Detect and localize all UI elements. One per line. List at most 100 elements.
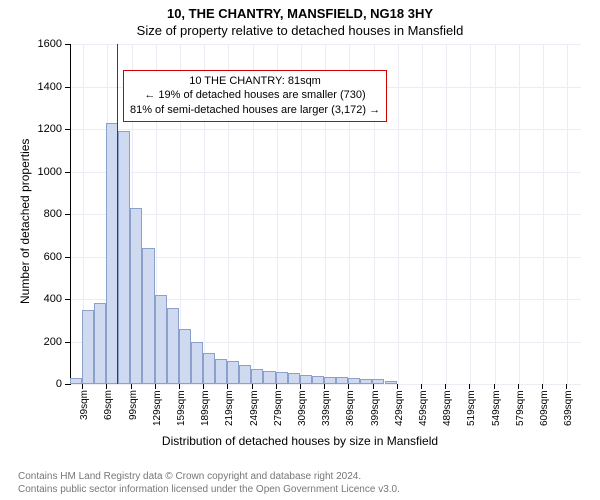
x-tick-label: 279sqm: [273, 390, 284, 426]
y-tick-label: 1600: [30, 38, 62, 50]
y-tick: [65, 214, 70, 215]
x-tick: [445, 384, 446, 389]
x-tick-label: 129sqm: [152, 390, 163, 426]
x-tick-label: 459sqm: [418, 390, 429, 426]
y-tick: [65, 257, 70, 258]
x-tick-label: 549sqm: [491, 390, 502, 426]
x-tick: [397, 384, 398, 389]
y-tick-label: 0: [30, 378, 62, 390]
bar: [215, 359, 227, 385]
y-tick: [65, 129, 70, 130]
x-tick: [542, 384, 543, 389]
footer-line1: Contains HM Land Registry data © Crown c…: [18, 470, 600, 483]
gridline-v: [398, 44, 399, 384]
y-tick-label: 1400: [30, 81, 62, 93]
x-tick-label: 39sqm: [79, 390, 90, 420]
x-tick-label: 579sqm: [515, 390, 526, 426]
x-tick-label: 609sqm: [539, 390, 550, 426]
bar: [300, 375, 312, 384]
bar: [227, 361, 239, 384]
x-tick: [324, 384, 325, 389]
y-tick-label: 600: [30, 251, 62, 263]
x-tick-label: 519sqm: [466, 390, 477, 426]
x-tick: [373, 384, 374, 389]
x-tick-label: 309sqm: [297, 390, 308, 426]
gridline-h: [71, 384, 581, 385]
x-tick: [348, 384, 349, 389]
bar: [251, 369, 263, 384]
gridline-v: [543, 44, 544, 384]
bar: [360, 379, 372, 384]
x-tick: [252, 384, 253, 389]
x-tick: [518, 384, 519, 389]
x-tick: [155, 384, 156, 389]
x-tick: [300, 384, 301, 389]
bar: [167, 308, 179, 385]
x-tick: [421, 384, 422, 389]
annotation-box: 10 THE CHANTRY: 81sqm← 19% of detached h…: [123, 70, 387, 123]
y-tick-label: 400: [30, 293, 62, 305]
bar: [203, 353, 215, 384]
y-tick-label: 1200: [30, 123, 62, 135]
bar: [324, 377, 336, 384]
bar: [385, 381, 397, 384]
y-tick: [65, 44, 70, 45]
bar: [191, 342, 203, 385]
plot-area: 10 THE CHANTRY: 81sqm← 19% of detached h…: [70, 44, 581, 385]
bar: [142, 248, 154, 384]
x-tick-label: 99sqm: [128, 390, 139, 420]
bar: [70, 378, 82, 384]
chart-title: 10, THE CHANTRY, MANSFIELD, NG18 3HY: [0, 0, 600, 21]
x-tick: [469, 384, 470, 389]
x-tick: [494, 384, 495, 389]
bar: [276, 372, 288, 384]
x-tick-label: 429sqm: [394, 390, 405, 426]
x-tick-label: 339sqm: [321, 390, 332, 426]
bar: [348, 378, 360, 384]
x-tick-label: 249sqm: [249, 390, 260, 426]
annotation-line: 10 THE CHANTRY: 81sqm: [130, 74, 380, 89]
bar: [118, 131, 130, 384]
bar: [179, 329, 191, 384]
gridline-v: [422, 44, 423, 384]
y-tick: [65, 342, 70, 343]
reference-marker: [117, 44, 118, 384]
x-tick-label: 399sqm: [370, 390, 381, 426]
gridline-v: [446, 44, 447, 384]
x-tick: [82, 384, 83, 389]
bar: [336, 377, 348, 384]
x-tick: [203, 384, 204, 389]
gridline-v: [519, 44, 520, 384]
x-tick: [179, 384, 180, 389]
bar: [312, 376, 324, 384]
bar: [372, 379, 384, 384]
gridline-v: [495, 44, 496, 384]
x-axis-title: Distribution of detached houses by size …: [0, 434, 600, 448]
x-tick-label: 639sqm: [563, 390, 574, 426]
gridline-v: [567, 44, 568, 384]
bar: [94, 303, 106, 384]
y-tick: [65, 87, 70, 88]
y-tick: [65, 299, 70, 300]
y-tick: [65, 172, 70, 173]
chart-subtitle: Size of property relative to detached ho…: [0, 21, 600, 38]
gridline-v: [470, 44, 471, 384]
bar: [239, 365, 251, 384]
footer-line2: Contains public sector information licen…: [18, 483, 600, 496]
bar: [82, 310, 94, 384]
x-tick: [566, 384, 567, 389]
x-tick: [131, 384, 132, 389]
x-tick-label: 69sqm: [103, 390, 114, 420]
y-tick-label: 800: [30, 208, 62, 220]
x-tick-label: 159sqm: [176, 390, 187, 426]
x-tick-label: 219sqm: [224, 390, 235, 426]
x-tick-label: 489sqm: [442, 390, 453, 426]
x-tick: [276, 384, 277, 389]
y-tick-label: 1000: [30, 166, 62, 178]
annotation-line: ← 19% of detached houses are smaller (73…: [130, 88, 380, 103]
y-tick-label: 200: [30, 336, 62, 348]
x-tick-label: 369sqm: [345, 390, 356, 426]
bar: [288, 373, 300, 384]
x-tick: [227, 384, 228, 389]
annotation-line: 81% of semi-detached houses are larger (…: [130, 103, 380, 118]
